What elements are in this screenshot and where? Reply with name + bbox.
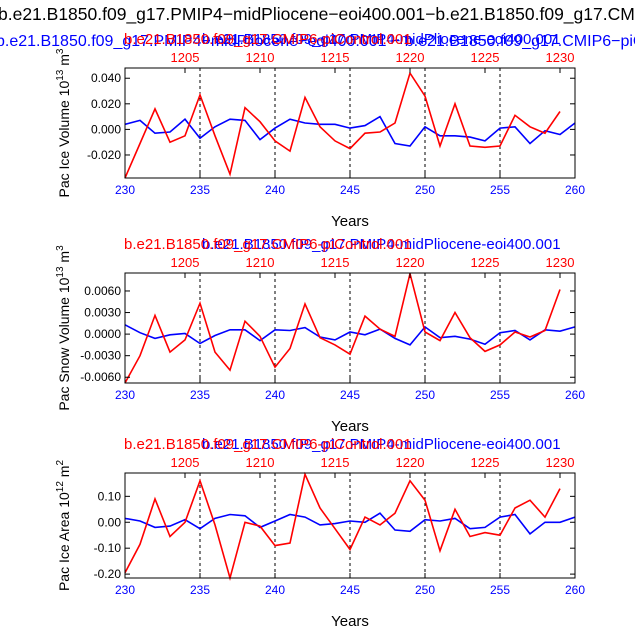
y-axis-label-text: Pac Snow Volume 10 [56,277,72,410]
y-axis-label-superscript: 3 [55,245,66,251]
x-tick-label: 240 [265,583,285,597]
y-axis-label-text: Pac Ice Area 10 [56,492,72,591]
y-tick-label: 0.00 [98,515,122,529]
top-x-tick-label: 1205 [171,455,200,470]
x-tick-label: 230 [115,183,135,197]
series-line-red [124,471,561,582]
top-x-tick-label: 1230 [546,50,575,65]
top-x-tick-label: 1205 [171,50,200,65]
y-axis-label-text: Pac Ice Volume 10 [56,81,72,198]
top-x-tick-label: 1225 [471,455,500,470]
chart-panel-2: 230 235 240 245 250 255 260 1205 1210 1215 1220 122… [55,236,585,435]
y-axis-label-text: m [56,466,72,482]
x-tick-label: 250 [415,388,435,402]
x-tick-label: 230 [115,583,135,597]
y-axis-label-text: m [56,251,72,267]
y-tick-label: 0.0000 [84,327,121,341]
top-x-tick-label: 1210 [246,255,275,270]
y-axis-label-superscript: 2 [55,460,66,466]
legend-label-blue: b.e21.B1850.f09_g17.PMIP4-midPliocene-eo… [202,31,561,48]
x-tick-label: 235 [190,583,210,597]
chart-panel-1: 230 235 240 245 250 255 260 1205 1210 1215 1220 122… [55,31,585,230]
top-x-tick-label: 1230 [546,255,575,270]
series-line-blue [124,324,576,346]
y-axis-label: Pac Ice Volume 1013 m3 [55,48,72,197]
y-axis-label: Pac Snow Volume 1013 m3 [55,245,72,411]
top-x-tick-label: 1210 [246,455,275,470]
top-x-tick-label: 1215 [321,50,350,65]
top-x-tick-label: 1225 [471,255,500,270]
main-subtitle: b.e21.B1850.f09_g17.PMIP4−midPliocene−eo… [0,33,635,50]
y-tick-label: -0.20 [94,567,122,581]
y-tick-label: -0.020 [87,148,121,162]
x-tick-label: 245 [340,583,360,597]
x-tick-label: 260 [565,183,585,197]
x-axis-label: Years [331,213,369,230]
y-axis-label-superscript: 13 [55,69,66,81]
y-tick-label: -0.10 [94,541,122,555]
x-tick-label: 255 [490,183,510,197]
x-tick-label: 230 [115,388,135,402]
top-x-tick-label: 1215 [321,455,350,470]
x-tick-label: 235 [190,183,210,197]
y-axis-label-superscript: 3 [55,48,66,54]
x-tick-label: 240 [265,183,285,197]
series-line-blue [124,115,576,147]
y-axis-label-superscript: 12 [55,481,66,493]
y-tick-label: 0.0060 [84,284,121,298]
top-x-tick-label: 1210 [246,50,275,65]
x-tick-label: 235 [190,388,210,402]
series-line-red [124,71,561,179]
y-tick-label: -0.0030 [80,349,121,363]
legend-label-red: b.e21.B1850.f09_g17.CMIP6-piControl.001 [124,31,412,48]
top-x-tick-label: 1205 [171,255,200,270]
legend-label-red: b.e21.B1850.f09_g17.CMIP6-piControl.001 [124,436,412,453]
top-x-tick-label: 1220 [396,455,425,470]
y-tick-label: 0.040 [91,71,121,85]
y-axis-label-superscript: 13 [55,266,66,278]
series-line-red [124,273,561,384]
legend-label-red: b.e21.B1850.f09_g17.CMIP6-piControl.001 [124,236,412,253]
y-axis-label-text: m [56,54,72,70]
x-tick-label: 255 [490,583,510,597]
x-axis-label: Years [331,613,369,628]
x-tick-label: 260 [565,388,585,402]
top-x-tick-label: 1230 [546,455,575,470]
x-tick-label: 250 [415,183,435,197]
top-x-tick-label: 1215 [321,255,350,270]
x-tick-label: 255 [490,388,510,402]
x-tick-label: 245 [340,183,360,197]
x-tick-label: 250 [415,583,435,597]
top-x-tick-label: 1225 [471,50,500,65]
y-tick-label: 0.020 [91,97,121,111]
main-title: b.e21.B1850.f09_g17.PMIP4−midPliocene−eo… [0,4,635,25]
x-tick-label: 240 [265,388,285,402]
y-tick-label: 0.10 [98,489,122,503]
top-x-tick-label: 1220 [396,255,425,270]
y-tick-label: 0.000 [91,122,121,136]
y-tick-label: -0.0060 [80,370,121,384]
legend-label-blue: b.e21.B1850.f09_g17.PMIP4-midPliocene-eo… [202,436,561,453]
x-tick-label: 245 [340,388,360,402]
plot-frame [124,472,576,579]
x-axis-label: Years [331,418,369,435]
y-axis-label: Pac Ice Area 1012 m2 [55,460,72,592]
x-tick-label: 260 [565,583,585,597]
legend-label-blue: b.e21.B1850.f09_g17.PMIP4-midPliocene-eo… [202,236,561,253]
top-x-tick-label: 1220 [396,50,425,65]
y-tick-label: 0.0030 [84,306,121,320]
series-line-blue [124,512,576,536]
